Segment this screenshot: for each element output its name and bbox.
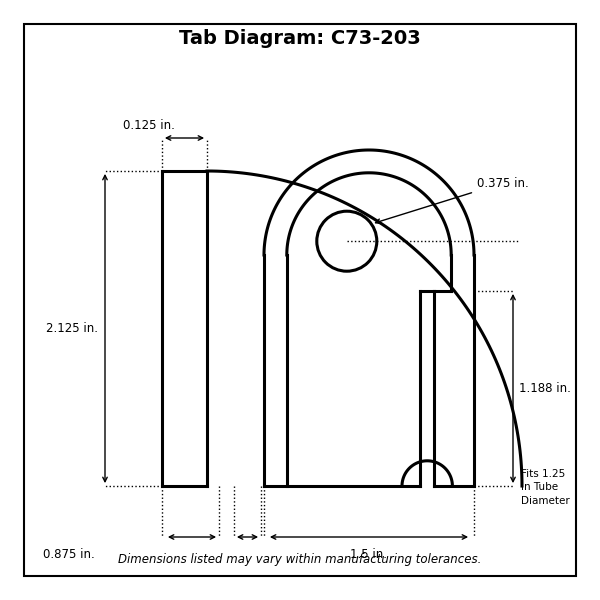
Text: 0.125 in.: 0.125 in. — [122, 119, 175, 132]
Text: 2.125 in.: 2.125 in. — [46, 322, 98, 335]
Text: Dimensions listed may vary within manufacturing tolerances.: Dimensions listed may vary within manufa… — [118, 553, 482, 566]
Text: Fits 1.25
in Tube
Diameter: Fits 1.25 in Tube Diameter — [521, 469, 569, 506]
Text: Tab Diagram: C73-203: Tab Diagram: C73-203 — [179, 29, 421, 49]
Text: 1.188 in.: 1.188 in. — [519, 382, 571, 395]
Text: 0.875 in.: 0.875 in. — [43, 548, 95, 561]
Text: 1.5 in.: 1.5 in. — [350, 548, 388, 561]
Text: 0.375 in.: 0.375 in. — [376, 176, 529, 224]
